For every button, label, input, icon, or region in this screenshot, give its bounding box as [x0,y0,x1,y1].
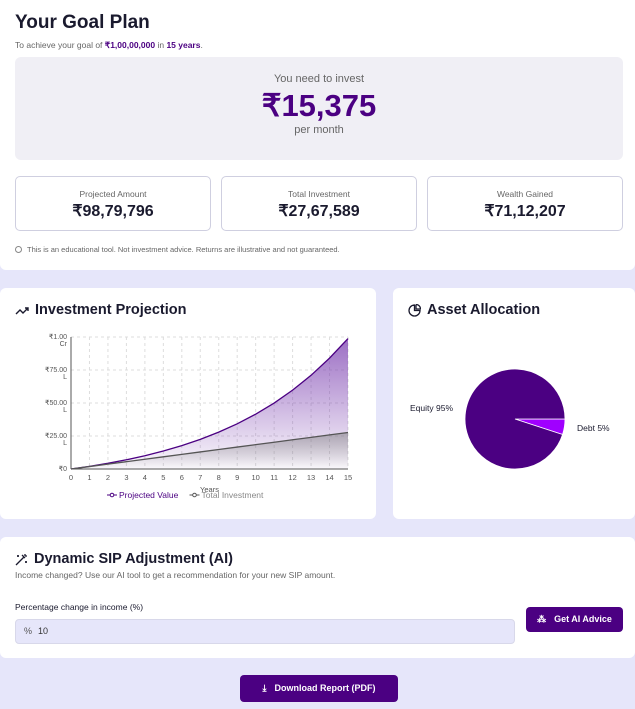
series-area [71,432,348,469]
stat-label: Projected Amount [79,189,147,199]
ai-subtitle: Income changed? Use our AI tool to get a… [15,570,336,580]
income-change-input[interactable]: % 10 [15,619,515,644]
stat-total-investment: Total Investment ₹27,67,589 [221,176,417,231]
x-tick-label: 10 [251,473,259,482]
legend-item[interactable]: Total Investment [202,490,265,500]
ai-adjustment-card: Dynamic SIP Adjustment (AI) Income chang… [0,537,635,658]
invest-label: You need to invest [273,73,365,85]
x-tick-label: 4 [143,473,147,482]
subtitle-text: . [200,40,203,50]
x-tick-label: 14 [325,473,333,482]
goal-amount: ₹1,00,00,000 [104,40,156,50]
monthly-amount: ₹15,375 [261,88,377,123]
button-label: Get AI Advice [554,614,612,624]
y-tick-label: ₹50.00 L [45,399,67,414]
stat-value: ₹71,12,207 [484,203,566,220]
x-tick-label: 8 [217,473,221,482]
card-title-text: Asset Allocation [427,302,541,318]
stat-label: Wealth Gained [496,189,554,199]
disclaimer-text: This is an educational tool. Not investm… [27,245,340,254]
x-tick-label: 5 [161,473,165,482]
pie-slice-equity[interactable] [464,368,566,470]
y-tick-label: ₹25.00 L [45,432,67,447]
x-tick-label: 1 [87,473,91,482]
goal-plan-card: Your Goal Plan To achieve your goal of ₹… [0,0,635,270]
button-label: Download Report (PDF) [274,683,376,693]
stat-label: Total Investment [288,189,350,199]
x-tick-label: 11 [270,473,278,482]
x-tick-label: 9 [235,473,239,482]
goal-subtitle: To achieve your goal of ₹1,00,00,000 in … [15,40,203,51]
slice-label-debt: Debt 5% [577,423,610,433]
investment-projection-card: ₹0 ₹25.00 L ₹50.00 L ₹75.00 L ₹1.00 Cr 0 1 2 3 4 5 6 7 8 9… [0,288,376,519]
card-title-text: Dynamic SIP Adjustment (AI) [34,551,234,567]
y-tick-label: ₹75.00 L [45,366,67,381]
y-tick-label: ₹1.00 Cr [49,333,68,348]
series-line [70,431,349,470]
x-tick-label: 3 [124,473,128,482]
card-title: Asset Allocation [408,302,540,319]
income-change-label: Percentage change in income (%) [15,602,144,612]
trending-up-icon [15,306,29,314]
x-tick-label: 6 [180,473,184,482]
allocation-chart: Equity 95% Debt 5% [410,368,610,470]
card-title: Dynamic SIP Adjustment (AI) [15,551,233,568]
info-icon [15,246,22,253]
x-tick-label: 0 [69,473,73,482]
goal-years: 15 years [166,40,201,50]
percent-icon: % [24,626,33,636]
asset-allocation-card: Equity 95% Debt 5% Asset Allocation [393,288,635,519]
x-tick-label: 13 [307,473,315,482]
projection-chart: ₹0₹25.00 L₹50.00 L₹75.00 L₹1.00 Cr0 1 2 3 4 5 6 7 8 9… [45,333,352,500]
monthly-investment-panel: You need to invest ₹15,375 per month [15,57,623,160]
y-tick-label: ₹0 [59,465,67,473]
page-title: Your Goal Plan [15,12,150,33]
card-title-text: Investment Projection [35,302,187,318]
stat-projected-amount: Projected Amount ₹98,79,796 [15,176,211,231]
series-line [70,338,349,470]
get-ai-advice-button[interactable]: ⁂ Get AI Advice [526,607,623,632]
magic-wand-icon [15,554,27,566]
card-title: Investment Projection [15,302,186,319]
disclaimer: This is an educational tool. Not investm… [15,245,340,254]
stat-wealth-gained: Wealth Gained ₹71,12,207 [427,176,623,231]
x-tick-label: 15 [344,473,352,482]
download-icon: ⤓ [262,683,267,693]
slice-label-equity: Equity 95% [410,403,453,413]
legend-item[interactable]: Projected Value [119,490,179,500]
x-tick-label: 2 [106,473,110,482]
invest-unit: per month [294,124,344,136]
pie-chart-icon [408,304,421,317]
input-value: 10 [38,626,49,636]
download-report-button[interactable]: ⤓ Download Report (PDF) [240,675,398,702]
series-area [71,338,348,469]
legend-marker [109,492,115,498]
subtitle-text: in [155,40,167,50]
x-tick-label: 12 [288,473,296,482]
x-axis-label: Years [200,485,219,494]
x-tick-label: 7 [198,473,202,482]
subtitle-text: To achieve your goal of [15,40,105,50]
stat-value: ₹98,79,796 [72,203,154,220]
legend-marker [192,492,197,498]
stat-value: ₹27,67,589 [278,203,360,220]
magic-wand-icon: ⁂ [537,614,547,624]
charts-row: ₹0 ₹25.00 L ₹50.00 L ₹75.00 L ₹1.00 Cr 0 1 2 3 4 5 6 7 8 9… [0,288,635,519]
